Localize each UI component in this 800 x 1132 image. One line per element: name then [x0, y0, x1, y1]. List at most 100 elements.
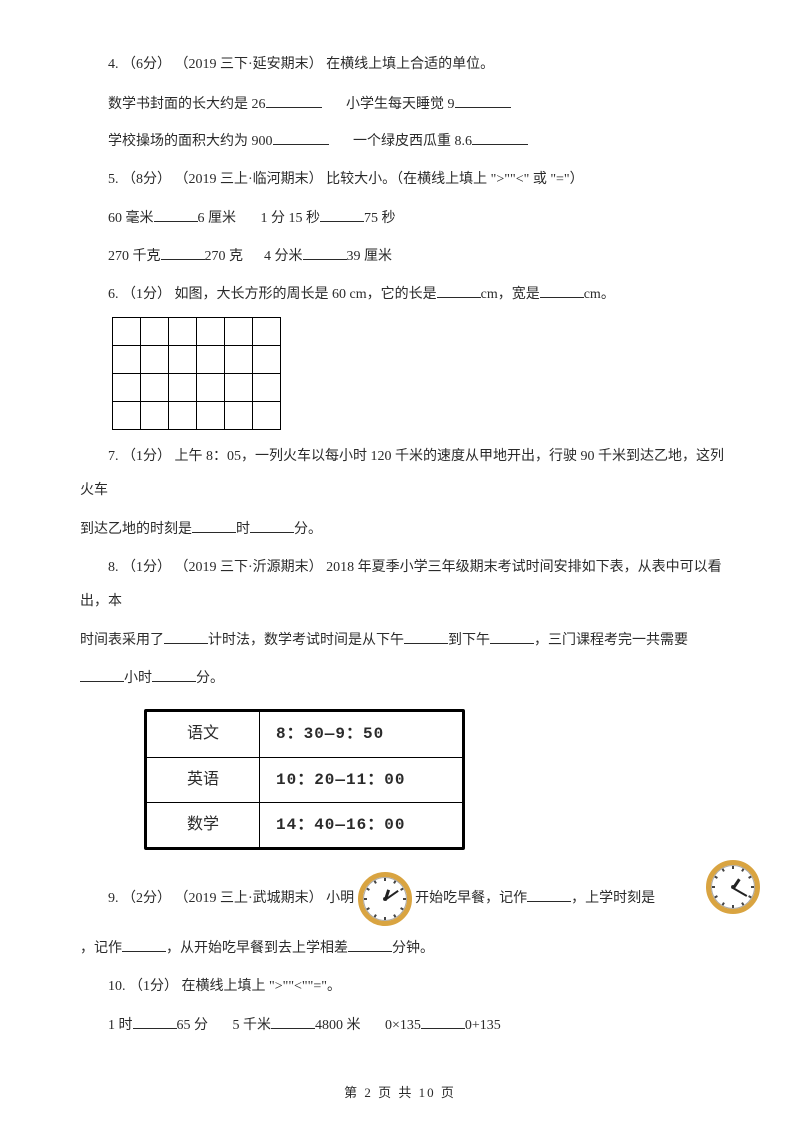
q8-l1: 小时	[124, 671, 152, 686]
q10-f: 0+135	[465, 1018, 501, 1033]
footer-page: 2	[364, 1085, 373, 1100]
q10-d: 4800 米	[315, 1018, 361, 1033]
q8-cont: 时间表采用了 计时法，数学考试时间是从下午 到下午 ，三门课程考完一共需要	[80, 624, 736, 658]
footer-a: 第	[344, 1085, 359, 1100]
q4-line-b: 学校操场的面积大约为 900 一个绿皮西瓜重 8.6	[80, 125, 736, 159]
blank[interactable]	[266, 93, 322, 108]
blank[interactable]	[455, 93, 511, 108]
q10-b: 65 分	[177, 1018, 209, 1033]
schedule-cell: 14：40—16：00	[260, 803, 463, 848]
q8-c0: 时间表采用了	[80, 633, 164, 648]
q8-c2: 到下午	[448, 633, 490, 648]
blank[interactable]	[437, 283, 481, 298]
blank[interactable]	[404, 629, 448, 644]
blank[interactable]	[161, 245, 205, 260]
question-10: 10. （1分） 在横线上填上 ">""<""="。	[80, 970, 736, 1004]
q9-src: （2019 三上·武城期末）	[175, 891, 323, 906]
q6-num: 6.	[108, 287, 119, 302]
blank[interactable]	[421, 1014, 465, 1029]
q7-u1: 时	[236, 522, 250, 537]
q5-pts: （8分）	[122, 172, 171, 187]
q8-l2: 分。	[196, 671, 224, 686]
q6-grid-figure	[112, 317, 736, 430]
question-7: 7. （1分） 上午 8：05，一列火车以每小时 120 千米的速度从甲地开出，…	[80, 440, 736, 507]
question-9: 9. （2分） （2019 三上·武城期末） 小明 开始吃早餐，记作，上学时刻是	[80, 872, 736, 926]
q8-c1: 计时法，数学考试时间是从下午	[208, 633, 404, 648]
footer-c: 页	[441, 1085, 456, 1100]
blank[interactable]	[320, 207, 364, 222]
q9-c2: ，从开始吃早餐到去上学相差	[166, 941, 348, 956]
blank[interactable]	[122, 937, 166, 952]
q8-pts: （1分）	[122, 560, 171, 575]
q6-u1: cm，宽是	[481, 287, 540, 302]
blank[interactable]	[527, 887, 571, 902]
q6-t1: 如图，大长方形的周长是 60 cm，它的长是	[175, 287, 437, 302]
blank[interactable]	[303, 245, 347, 260]
q8-num: 8.	[108, 560, 119, 575]
q8-last: 小时 分。	[80, 662, 736, 696]
q10-e: 0×135	[385, 1018, 421, 1033]
schedule-cell: 8：30—9：50	[260, 712, 463, 757]
q8-schedule-table: 语文8：30—9：50英语10：20—11：00数学14：40—16：00	[144, 709, 465, 850]
q5-num: 5.	[108, 172, 119, 187]
question-6: 6. （1分） 如图，大长方形的周长是 60 cm，它的长是cm，宽是cm。	[80, 278, 736, 312]
q10-pts: （1分）	[129, 979, 178, 994]
blank[interactable]	[152, 667, 196, 682]
blank[interactable]	[490, 629, 534, 644]
q4-tail: 在横线上填上合适的单位。	[326, 57, 494, 72]
question-5: 5. （8分） （2019 三上·临河期末） 比较大小。（在横线上填上 ">""…	[80, 163, 736, 197]
blank[interactable]	[472, 130, 528, 145]
q10-c: 5 千米	[233, 1018, 272, 1033]
q4-num: 4.	[108, 57, 119, 72]
blank[interactable]	[133, 1014, 177, 1029]
q4-a2: 小学生每天睡觉 9	[346, 97, 455, 112]
question-4: 4. （6分） （2019 三下·延安期末） 在横线上填上合适的单位。	[80, 48, 736, 82]
blank[interactable]	[192, 518, 236, 533]
q10-tail: 在横线上填上 ">""<""="。	[182, 979, 341, 994]
blank[interactable]	[154, 207, 198, 222]
grid-rect	[112, 317, 281, 430]
schedule-cell: 英语	[147, 757, 260, 802]
q7-text: 上午 8：05，一列火车以每小时 120 千米的速度从甲地开出，行驶 90 千米…	[80, 449, 724, 498]
q9-pts: （2分）	[122, 891, 171, 906]
q5-r1a: 60 毫米	[108, 211, 154, 226]
blank[interactable]	[271, 1014, 315, 1029]
q9-c1: ，记作	[80, 941, 122, 956]
question-8: 8. （1分） （2019 三下·沂源期末） 2018 年夏季小学三年级期末考试…	[80, 551, 736, 618]
footer-b: 页 共	[378, 1085, 413, 1100]
blank[interactable]	[348, 937, 392, 952]
q7-num: 7.	[108, 449, 119, 464]
clock-icon	[706, 860, 760, 914]
q5-r2b: 270 克	[205, 249, 244, 264]
q5-row2: 270 千克270 克 4 分米39 厘米	[80, 240, 736, 274]
blank[interactable]	[540, 283, 584, 298]
schedule-cell: 数学	[147, 803, 260, 848]
blank[interactable]	[80, 667, 124, 682]
q5-tail: 比较大小。（在横线上填上 ">""<" 或 "="）	[326, 172, 583, 187]
q7-cont: 到达乙地的时刻是 时 分。	[80, 513, 736, 547]
q5-src: （2019 三上·临河期末）	[175, 172, 323, 187]
blank[interactable]	[164, 629, 208, 644]
schedule-cell: 10：20—11：00	[260, 757, 463, 802]
q7-u2: 分。	[294, 522, 322, 537]
q7-pts: （1分）	[122, 449, 171, 464]
footer-total: 10	[419, 1085, 436, 1100]
q4-src: （2019 三下·延安期末）	[175, 57, 323, 72]
blank[interactable]	[273, 130, 329, 145]
q5-r1c: 1 分 15 秒	[261, 211, 321, 226]
q5-r2c: 4 分米	[264, 249, 303, 264]
q4-b1: 学校操场的面积大约为 900	[108, 134, 273, 149]
q10-a: 1 时	[108, 1018, 133, 1033]
q9-p1: 小明	[326, 891, 354, 906]
q8-src: （2019 三下·沂源期末）	[175, 560, 323, 575]
q8-c3: ，三门课程考完一共需要	[534, 633, 688, 648]
q7-cont-text: 到达乙地的时刻是	[80, 522, 192, 537]
q10-row: 1 时 65 分 5 千米 4800 米 0×135 0+135	[80, 1009, 736, 1043]
q4-a1: 数学书封面的长大约是 26	[108, 97, 266, 112]
q9-num: 9.	[108, 891, 119, 906]
q4-b2: 一个绿皮西瓜重 8.6	[353, 134, 472, 149]
q6-pts: （1分）	[122, 287, 171, 302]
blank[interactable]	[250, 518, 294, 533]
q5-r1b: 6 厘米	[198, 211, 237, 226]
q4-line-a: 数学书封面的长大约是 26 小学生每天睡觉 9	[80, 88, 736, 122]
